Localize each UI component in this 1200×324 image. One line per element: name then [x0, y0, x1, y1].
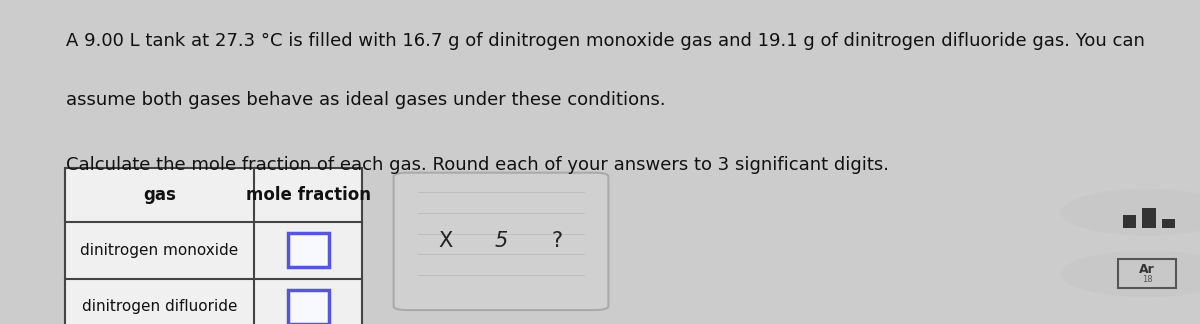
Text: ?: ? [551, 231, 563, 251]
Text: Ar: Ar [1139, 263, 1156, 276]
Text: gas: gas [143, 186, 176, 204]
Text: Calculate the mole fraction of each gas. Round each of your answers to 3 signifi: Calculate the mole fraction of each gas.… [66, 156, 889, 174]
Text: 18: 18 [1142, 275, 1152, 284]
Circle shape [1061, 250, 1200, 297]
Text: A 9.00 L tank at 27.3 °C is filled with 16.7 g of dinitrogen monoxide gas and 19: A 9.00 L tank at 27.3 °C is filled with … [66, 32, 1145, 51]
Text: assume both gases behave as ideal gases under these conditions.: assume both gases behave as ideal gases … [66, 91, 666, 109]
Text: mole fraction: mole fraction [246, 186, 371, 204]
Text: 5: 5 [494, 231, 508, 251]
FancyBboxPatch shape [288, 290, 329, 324]
Text: X: X [438, 231, 452, 251]
Text: dinitrogen difluoride: dinitrogen difluoride [82, 299, 238, 315]
FancyBboxPatch shape [1142, 208, 1156, 228]
FancyBboxPatch shape [1123, 215, 1136, 228]
Circle shape [1061, 189, 1200, 236]
FancyBboxPatch shape [288, 233, 329, 267]
FancyBboxPatch shape [394, 173, 608, 310]
FancyBboxPatch shape [1118, 259, 1176, 288]
FancyBboxPatch shape [65, 168, 362, 324]
FancyBboxPatch shape [1162, 219, 1175, 228]
Text: dinitrogen monoxide: dinitrogen monoxide [80, 243, 239, 258]
